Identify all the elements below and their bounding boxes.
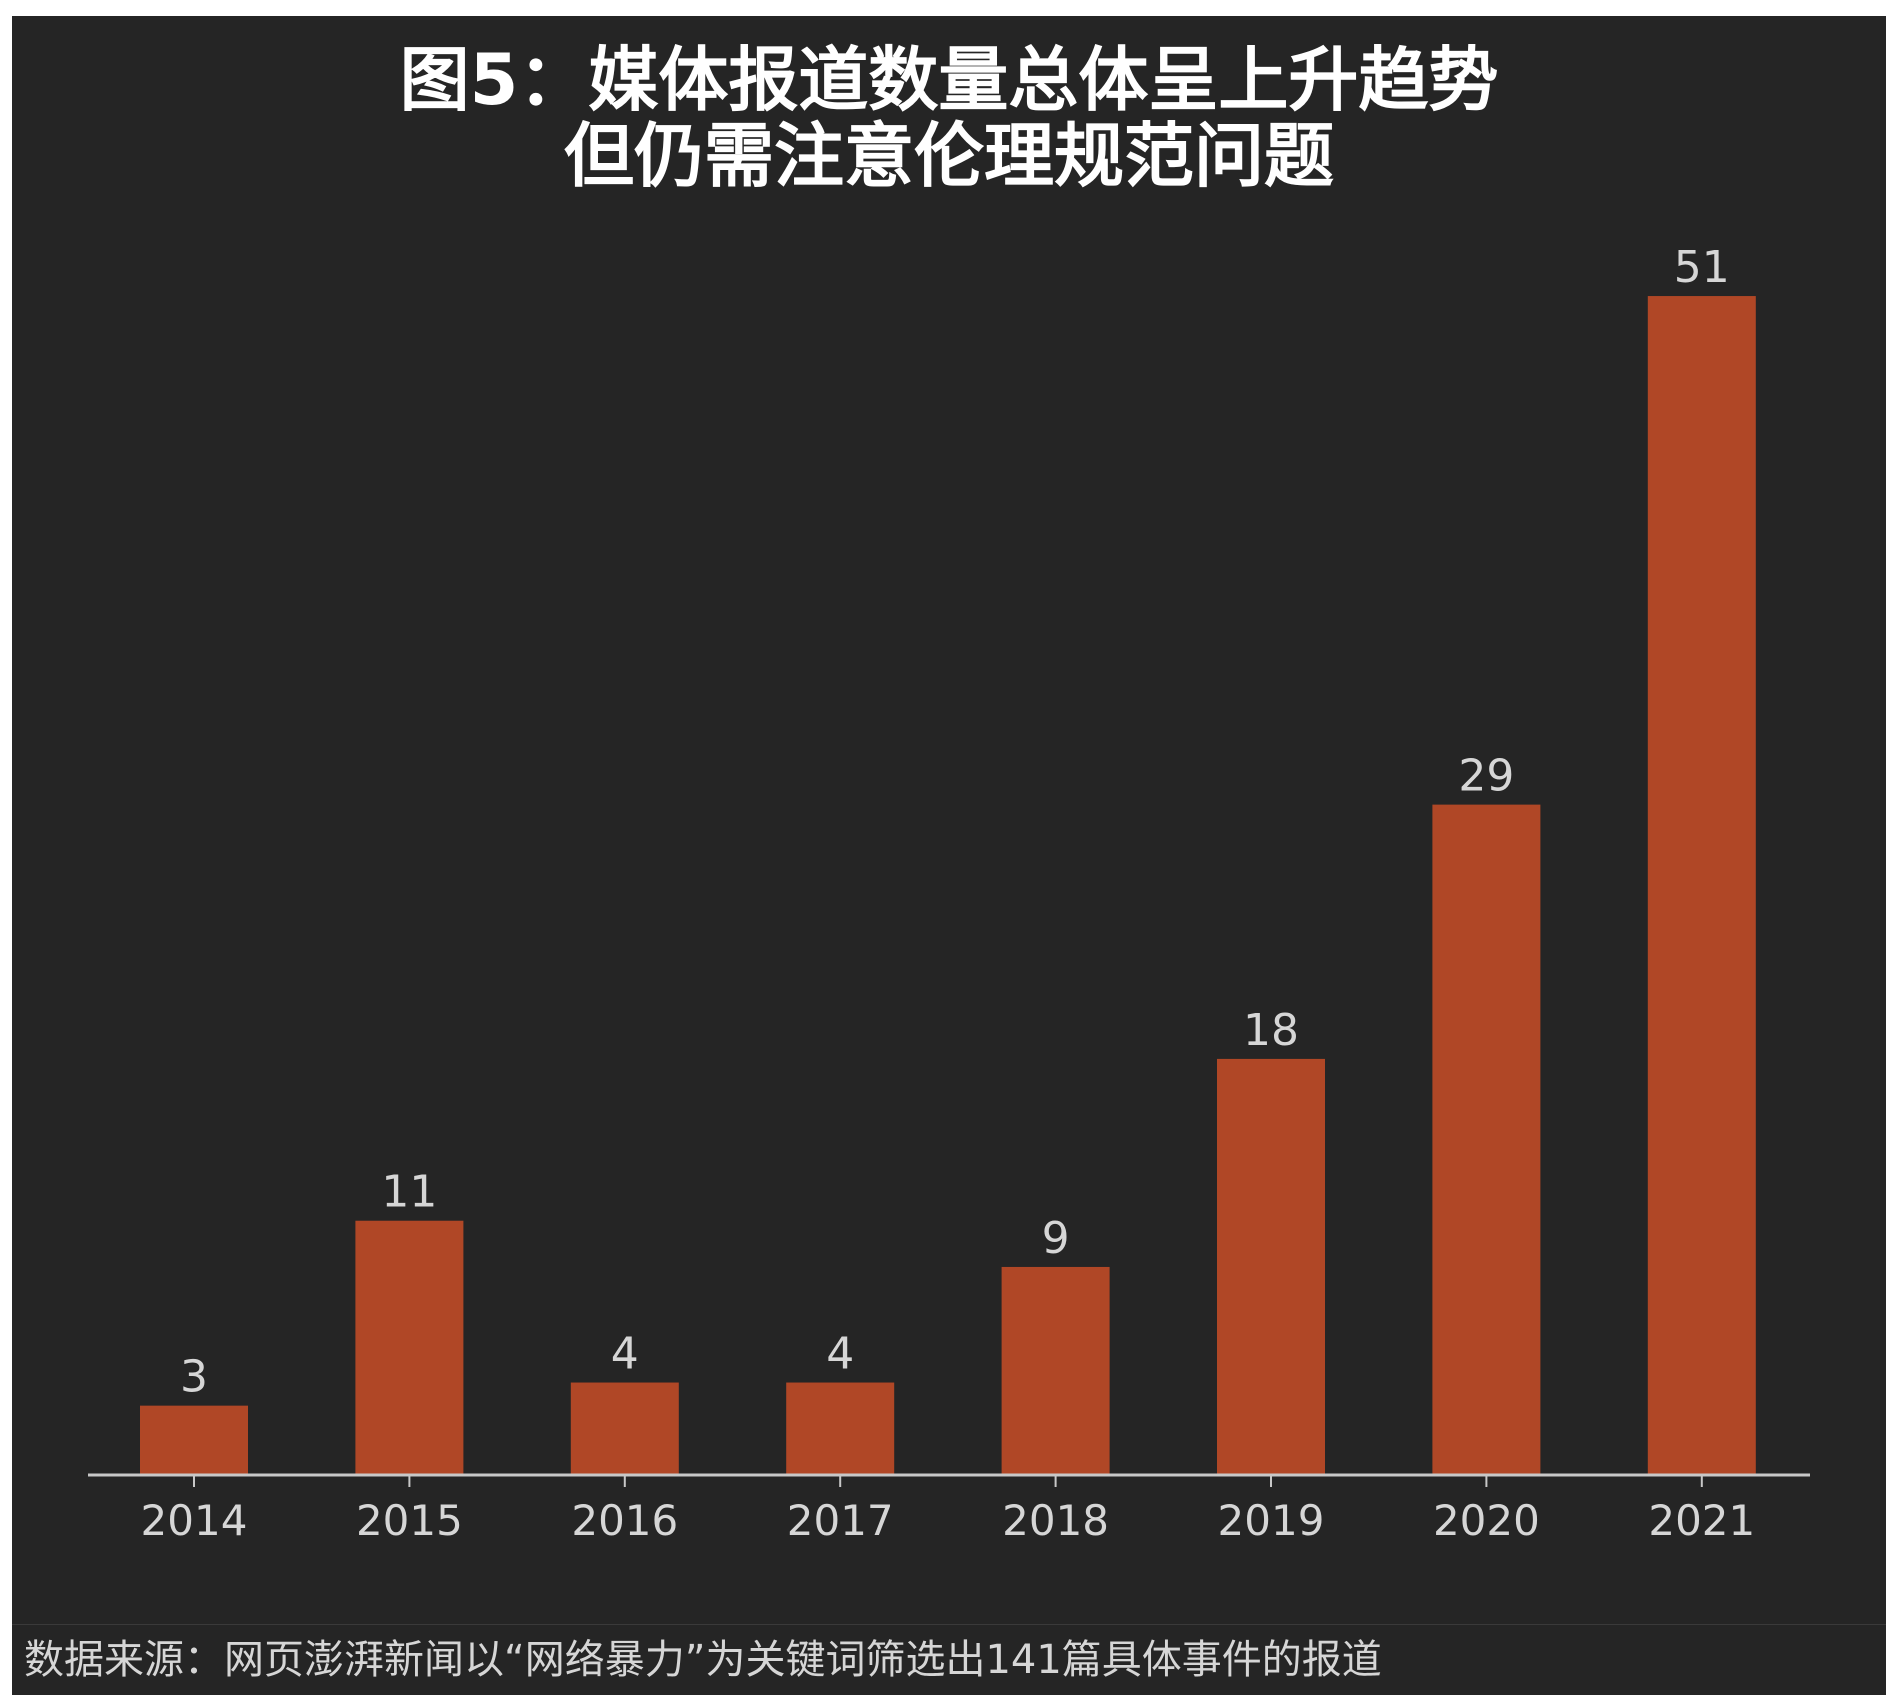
data-label: 51 — [1674, 242, 1730, 293]
x-tick-label: 2019 — [1218, 1496, 1325, 1545]
bar — [786, 1382, 895, 1475]
x-tick-label: 2017 — [787, 1496, 894, 1545]
data-label: 3 — [180, 1352, 208, 1403]
data-label: 9 — [1042, 1213, 1070, 1264]
x-tick-label: 2016 — [571, 1496, 678, 1545]
data-label: 4 — [611, 1329, 639, 1380]
source-note-strip: 数据来源：网页澎湃新闻以“网络暴力”为关键词筛选出141篇具体事件的报道 — [12, 1624, 1886, 1695]
data-label: 29 — [1458, 751, 1514, 802]
x-tick-label: 2015 — [356, 1496, 463, 1545]
bar — [1001, 1266, 1110, 1475]
bar — [1647, 296, 1756, 1475]
bar — [1217, 1058, 1325, 1475]
bar — [1432, 804, 1541, 1475]
chart-panel: 图5：媒体报道数量总体呈上升趋势 但仍需注意伦理规范问题 3 2014 11 2015… — [12, 16, 1886, 1624]
x-tick-label: 2021 — [1648, 1496, 1755, 1545]
bar-chart: 3 2014 11 2015 4 2016 4 2017 9 2018 18 2019 29 2020 51… — [88, 242, 1810, 1545]
x-tick-label: 2020 — [1433, 1496, 1540, 1545]
data-label: 4 — [826, 1329, 854, 1380]
bar — [355, 1220, 464, 1475]
x-tick-label: 2014 — [141, 1496, 248, 1545]
data-label: 18 — [1243, 1005, 1299, 1056]
data-label: 11 — [381, 1167, 437, 1218]
chart-title: 图5：媒体报道数量总体呈上升趋势 — [399, 39, 1499, 121]
x-tick-label: 2018 — [1002, 1496, 1109, 1545]
bar — [140, 1405, 248, 1475]
bar — [570, 1382, 679, 1475]
chart-subtitle: 但仍需注意伦理规范问题 — [564, 115, 1334, 197]
chart-title-block: 图5：媒体报道数量总体呈上升趋势 但仍需注意伦理规范问题 — [12, 42, 1886, 194]
source-note: 数据来源：网页澎湃新闻以“网络暴力”为关键词筛选出141篇具体事件的报道 — [24, 1637, 1382, 1683]
